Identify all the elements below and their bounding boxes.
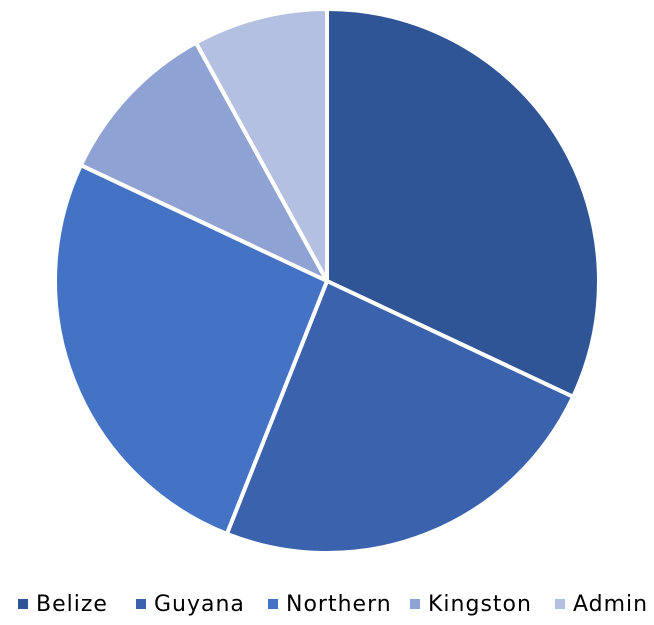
pie-slices [55, 9, 599, 553]
legend: Belize Guyana Northern Kingston Admin [18, 592, 648, 617]
legend-swatch-northern [268, 599, 278, 609]
legend-swatch-admin [555, 599, 565, 609]
legend-label-guyana: Guyana [154, 592, 245, 617]
legend-label-kingston: Kingston [428, 592, 532, 617]
legend-swatch-kingston [410, 599, 420, 609]
legend-swatch-belize [18, 599, 28, 609]
legend-label-belize: Belize [36, 592, 108, 617]
legend-swatch-guyana [136, 599, 146, 609]
legend-label-northern: Northern [286, 592, 392, 617]
legend-label-admin: Admin [573, 592, 648, 617]
